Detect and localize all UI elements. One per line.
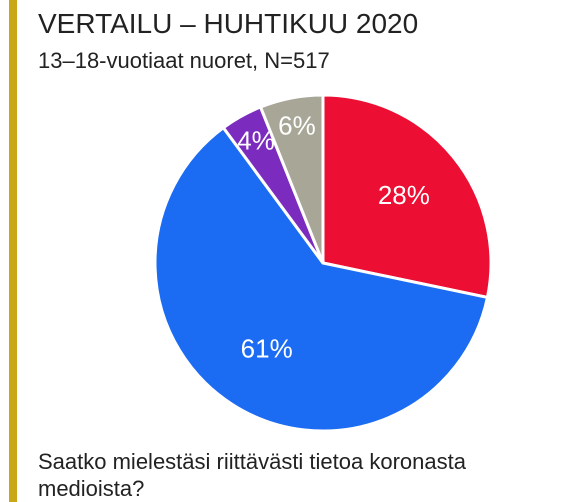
data-label: 4%	[237, 125, 275, 155]
accent-bar	[9, 0, 17, 502]
chart-title: VERTAILU – HUHTIKUU 2020	[38, 8, 419, 39]
data-label: 61%	[241, 333, 293, 363]
pie-slice	[321, 93, 493, 300]
caption: Saatko mielestäsi riittävästi tietoa kor…	[38, 449, 466, 501]
pie-slice	[153, 125, 490, 433]
data-label: 28%	[378, 180, 430, 210]
chart-subtitle: 13–18-vuotiaat nuoret, N=517	[38, 48, 330, 73]
pie-slice	[258, 93, 325, 264]
chart: 28% 61% 4% 6%	[153, 93, 493, 433]
data-label: 6%	[278, 111, 316, 141]
